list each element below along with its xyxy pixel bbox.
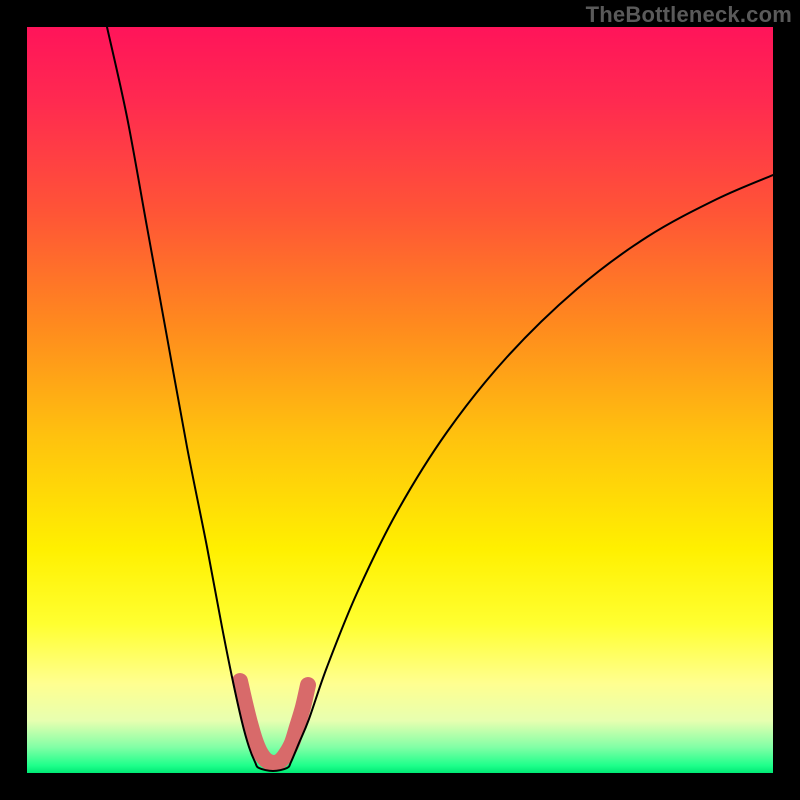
plot-background: [27, 27, 773, 773]
outer-frame: TheBottleneck.com: [0, 0, 800, 800]
plot-svg: [27, 27, 773, 773]
plot-area: [27, 27, 773, 773]
watermark-text: TheBottleneck.com: [586, 2, 792, 28]
